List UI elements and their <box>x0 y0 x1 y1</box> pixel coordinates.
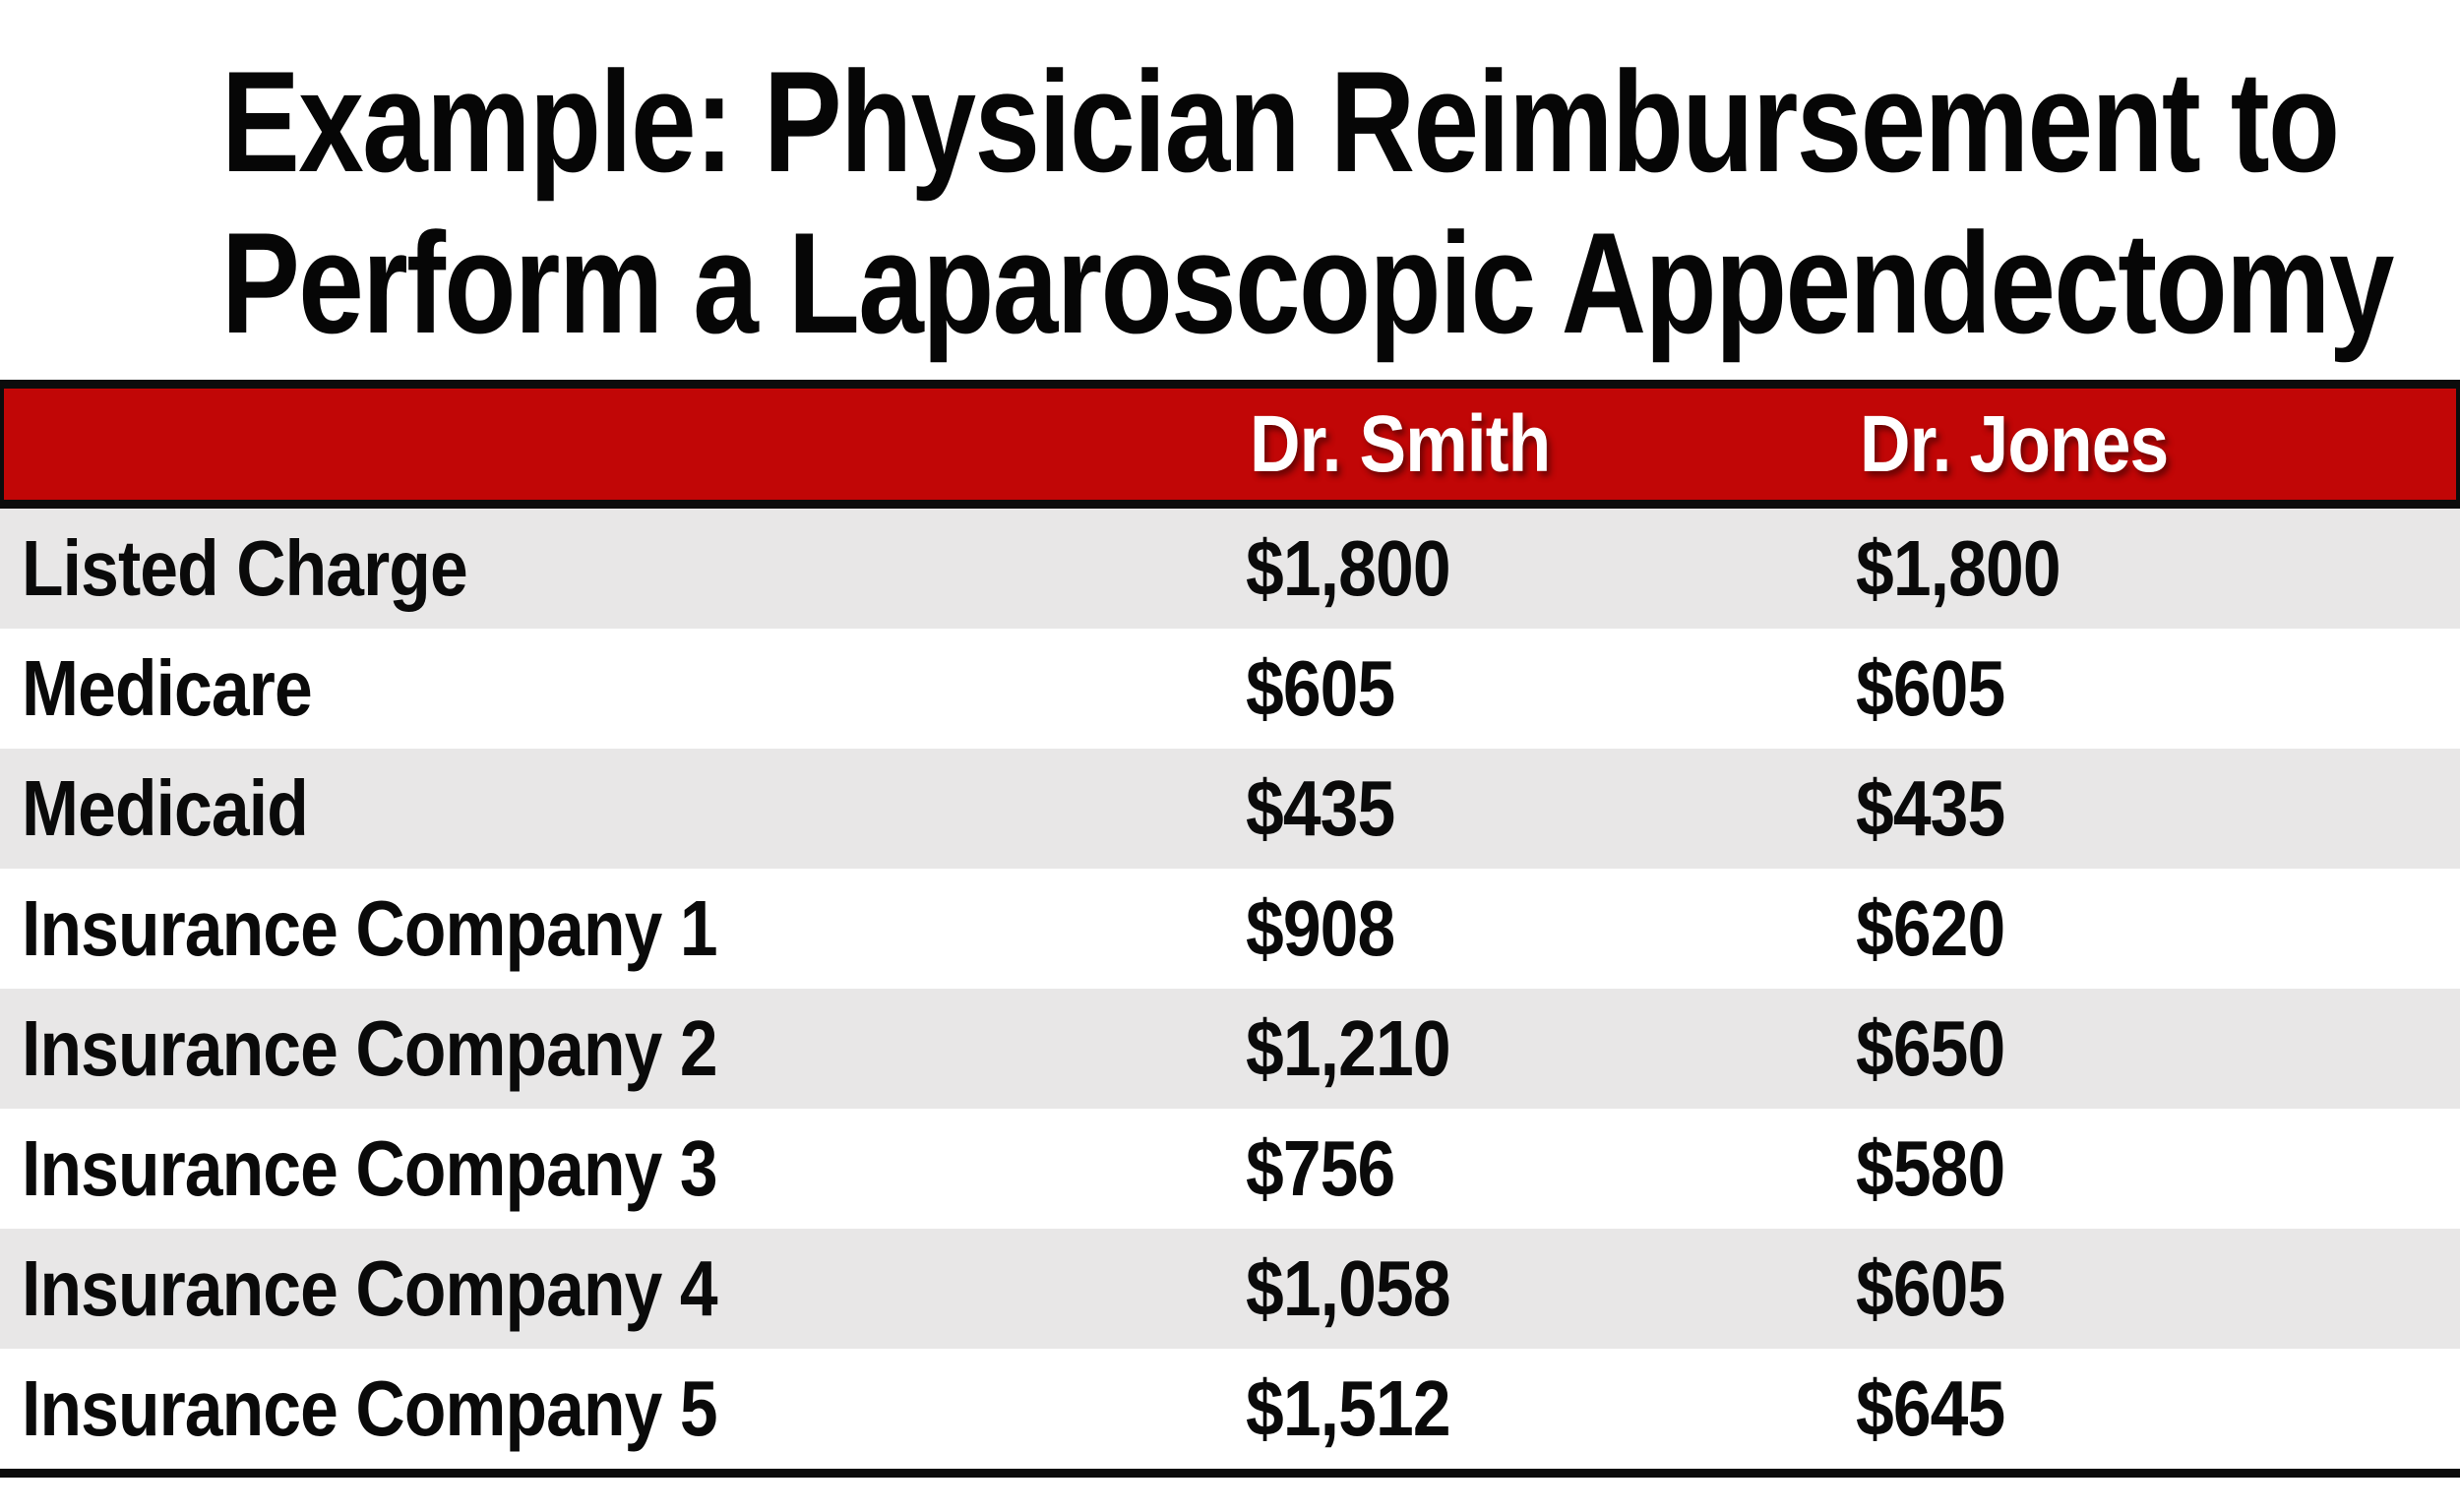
title-line-1: Example: Physician Reimbursement to <box>221 41 2340 202</box>
row-label-text: Insurance Company 2 <box>22 1004 718 1092</box>
table-bottom-border <box>0 1469 2460 1478</box>
row-label: Insurance Company 4 <box>0 1243 1246 1334</box>
row-label: Medicaid <box>0 763 1246 854</box>
row-label: Listed Charge <box>0 523 1246 614</box>
header-dr-jones: Dr. Jones <box>1860 398 2456 491</box>
jones-value-text: $605 <box>1856 1244 2005 1332</box>
row-label-text: Listed Charge <box>22 524 468 612</box>
jones-value-text: $650 <box>1856 1004 2005 1092</box>
smith-value-text: $908 <box>1246 884 1395 972</box>
smith-value-text: $1,512 <box>1246 1364 1451 1452</box>
smith-value: $1,210 <box>1246 1003 1856 1094</box>
jones-value: $620 <box>1856 883 2460 974</box>
header-dr-smith: Dr. Smith <box>1250 398 1860 491</box>
table-row: Insurance Company 3 $756 $580 <box>0 1109 2460 1229</box>
row-label-text: Insurance Company 3 <box>22 1124 718 1212</box>
jones-value: $605 <box>1856 643 2460 734</box>
row-label: Insurance Company 1 <box>0 883 1246 974</box>
smith-value: $908 <box>1246 883 1856 974</box>
smith-value: $1,800 <box>1246 523 1856 614</box>
jones-value: $650 <box>1856 1003 2460 1094</box>
smith-value: $605 <box>1246 643 1856 734</box>
jones-value: $435 <box>1856 763 2460 854</box>
reimbursement-table: Dr. Smith Dr. Jones Listed Charge $1,800… <box>0 380 2460 1478</box>
row-label-text: Insurance Company 5 <box>22 1364 718 1452</box>
jones-value: $1,800 <box>1856 523 2460 614</box>
smith-value-text: $1,800 <box>1246 524 1451 612</box>
smith-value-text: $1,058 <box>1246 1244 1451 1332</box>
row-label-text: Insurance Company 1 <box>22 884 718 972</box>
table-row: Insurance Company 1 $908 $620 <box>0 869 2460 989</box>
row-label: Insurance Company 2 <box>0 1003 1246 1094</box>
smith-value: $756 <box>1246 1123 1856 1214</box>
row-label-text: Medicaid <box>22 764 309 852</box>
smith-value: $1,512 <box>1246 1363 1856 1454</box>
jones-value: $580 <box>1856 1123 2460 1214</box>
row-label-text: Medicare <box>22 644 313 732</box>
table-row: Insurance Company 4 $1,058 $605 <box>0 1229 2460 1349</box>
row-label: Insurance Company 5 <box>0 1363 1246 1454</box>
header-dr-jones-label: Dr. Jones <box>1860 398 2169 489</box>
jones-value-text: $1,800 <box>1856 524 2061 612</box>
jones-value: $605 <box>1856 1243 2460 1334</box>
header-dr-smith-label: Dr. Smith <box>1250 398 1551 489</box>
table-row: Listed Charge $1,800 $1,800 <box>0 509 2460 629</box>
jones-value-text: $605 <box>1856 644 2005 732</box>
jones-value-text: $435 <box>1856 764 2005 852</box>
smith-value-text: $1,210 <box>1246 1004 1451 1092</box>
table-row: Medicare $605 $605 <box>0 629 2460 749</box>
jones-value: $645 <box>1856 1363 2460 1454</box>
row-label-text: Insurance Company 4 <box>22 1244 718 1332</box>
table-row: Insurance Company 5 $1,512 $645 <box>0 1349 2460 1469</box>
smith-value-text: $756 <box>1246 1124 1395 1212</box>
title-line-2: Perform a Laparoscopic Appendectomy <box>221 202 2394 363</box>
slide-title: Example: Physician Reimbursement to Perf… <box>221 41 2394 363</box>
table-header-row: Dr. Smith Dr. Jones <box>0 380 2460 509</box>
table-row: Medicaid $435 $435 <box>0 749 2460 869</box>
row-label: Insurance Company 3 <box>0 1123 1246 1214</box>
jones-value-text: $620 <box>1856 884 2005 972</box>
smith-value-text: $605 <box>1246 644 1395 732</box>
jones-value-text: $580 <box>1856 1124 2005 1212</box>
jones-value-text: $645 <box>1856 1364 2005 1452</box>
smith-value-text: $435 <box>1246 764 1395 852</box>
row-label: Medicare <box>0 643 1246 734</box>
table-row: Insurance Company 2 $1,210 $650 <box>0 989 2460 1109</box>
smith-value: $1,058 <box>1246 1243 1856 1334</box>
smith-value: $435 <box>1246 763 1856 854</box>
